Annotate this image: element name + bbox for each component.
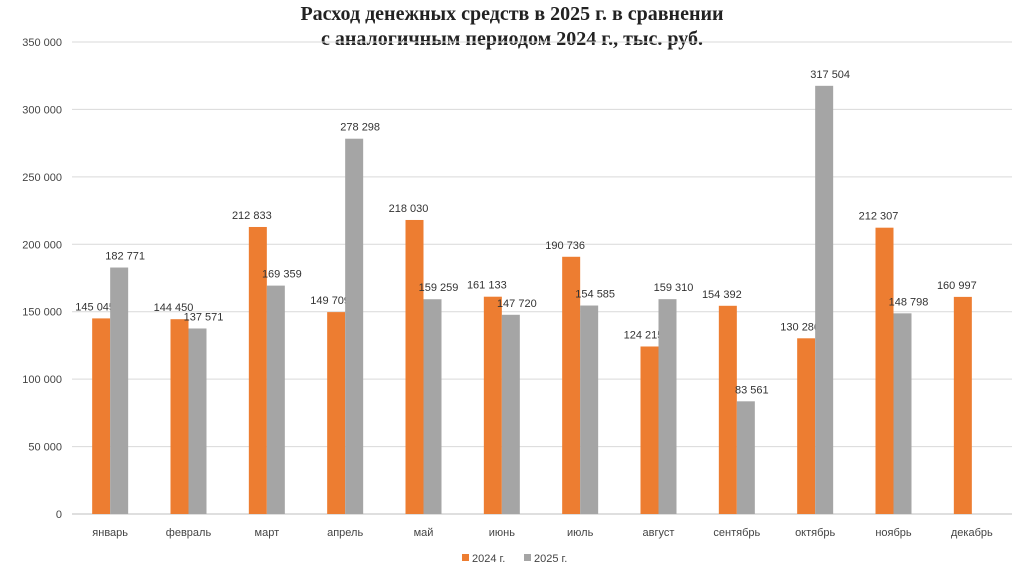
x-tick-label: октябрь [795,527,835,539]
bar-2024 [718,305,737,514]
bar-2025 [736,401,755,514]
bar-2024 [248,226,267,514]
x-tick-label: июнь [489,527,515,539]
bar-2024 [92,318,111,514]
bar-2025 [658,299,677,514]
x-tick-label: ноябрь [875,527,912,539]
bar-2024 [327,312,346,514]
bar-2025 [110,267,129,514]
data-label: 169 359 [262,269,302,281]
bar-2025 [815,85,834,514]
chart-title: Расход денежных средств в 2025 г. в срав… [0,2,1024,52]
x-tick-label: сентябрь [713,527,760,539]
bar-2024 [875,227,894,514]
bar-2025 [345,138,364,515]
data-label: 148 798 [889,296,929,308]
x-tick-label: март [255,527,280,539]
bar-2025 [188,328,207,514]
data-label: 182 771 [105,251,145,263]
legend-label: 2025 г. [534,553,567,565]
data-label: 317 504 [810,69,850,81]
data-label: 147 720 [497,298,537,310]
data-label: 124 215 [624,329,664,341]
x-tick-label: декабрь [951,527,993,539]
data-label: 149 709 [310,295,350,307]
bar-2024 [562,256,581,514]
data-label: 190 736 [545,240,585,252]
y-tick-label: 200 000 [22,239,62,251]
y-tick-label: 50 000 [28,442,62,454]
data-label: 159 310 [654,282,694,294]
y-tick-label: 300 000 [22,104,62,116]
chart-title-line2: с аналогичным периодом 2024 г., тыс. руб… [320,28,703,50]
data-label: 212 833 [232,210,272,222]
y-tick-label: 100 000 [22,374,62,386]
bar-2025 [423,299,442,514]
data-label: 145 045 [75,301,115,313]
data-label: 278 298 [340,122,380,134]
bar-2024 [170,319,189,514]
y-tick-label: 0 [56,509,62,521]
x-tick-label: февраль [166,527,212,539]
x-tick-label: январь [92,527,128,539]
x-tick-label: июль [567,527,594,539]
bar-2024 [797,338,816,514]
bar-2025 [893,313,912,514]
data-label: 130 286 [780,321,820,333]
bar-2025 [501,314,520,514]
chart-title-line1: Расход денежных средств в 2025 г. в срав… [300,3,724,25]
bar-2025 [580,305,599,514]
data-label: 212 307 [859,211,899,223]
x-tick-label: май [414,527,434,539]
x-tick-label: август [643,527,675,539]
legend-swatch [524,554,531,561]
bar-2024 [483,296,502,514]
data-label: 159 259 [419,282,459,294]
legend-label: 2024 г. [472,553,505,565]
x-tick-label: апрель [327,527,363,539]
bar-2024 [640,346,659,514]
data-label: 154 585 [575,289,615,301]
data-label: 154 392 [702,289,742,301]
bar-2024 [953,296,972,514]
bar-2025 [266,285,285,514]
data-label: 137 571 [184,311,224,323]
y-tick-label: 350 000 [22,37,62,49]
y-tick-label: 250 000 [22,172,62,184]
data-label: 161 133 [467,280,507,292]
data-label: 218 030 [389,203,429,215]
data-label: 144 450 [154,302,194,314]
data-label: 160 997 [937,280,977,292]
data-label: 83 561 [735,384,769,396]
y-tick-label: 150 000 [22,307,62,319]
legend-swatch [462,554,469,561]
bar-2024 [405,219,424,514]
